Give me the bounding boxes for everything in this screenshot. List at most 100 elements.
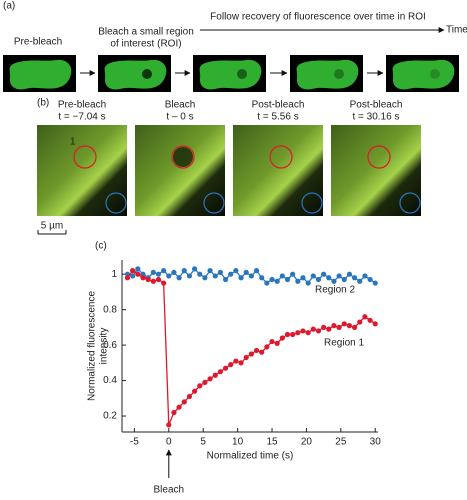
data-point (124, 275, 131, 281)
y-tick-label: 0.8 (103, 304, 117, 315)
frame-time: t – 0 s (166, 112, 193, 123)
data-point (186, 393, 193, 400)
data-point (135, 271, 141, 277)
data-point (290, 271, 296, 277)
data-point (274, 340, 280, 346)
data-point (315, 276, 322, 283)
data-point (238, 275, 244, 281)
scale-label: 5 µm (41, 221, 63, 232)
roi-2 (105, 192, 127, 214)
time-label: Time (446, 25, 467, 36)
frame-time: t = 5.56 s (257, 112, 298, 123)
roi-2 (203, 192, 225, 214)
data-point (336, 324, 342, 330)
data-point (331, 278, 337, 284)
y-tick-label: 0.6 (103, 340, 117, 351)
data-point (248, 351, 254, 357)
data-point (341, 321, 347, 327)
data-point (253, 268, 260, 274)
data-point (228, 362, 234, 368)
data-point (192, 266, 198, 272)
series-label: Region 2 (315, 285, 355, 296)
data-point (300, 328, 306, 334)
data-point (352, 324, 358, 330)
data-point (367, 317, 373, 323)
panel-label: (a) (3, 1, 15, 12)
data-point (155, 276, 162, 283)
data-point (202, 275, 208, 281)
data-point (150, 269, 156, 276)
bleach-spot (430, 69, 440, 79)
bleach-spot (334, 69, 344, 79)
cell (9, 59, 72, 90)
data-point (166, 273, 172, 279)
frame-time: t = −7.04 s (58, 112, 105, 123)
roi-label: 1 (70, 137, 76, 148)
data-point (212, 372, 218, 378)
data-point (243, 269, 249, 276)
panel-label: (b) (37, 98, 49, 109)
bleach-spot (142, 69, 152, 79)
data-point (357, 319, 363, 325)
data-point (217, 369, 224, 375)
data-point (362, 273, 368, 279)
data-point (253, 347, 260, 354)
data-point (130, 273, 136, 279)
y-axis-label: Normalized fluorescence (87, 291, 98, 401)
data-point (305, 280, 311, 286)
data-point (357, 278, 363, 284)
data-point (346, 323, 353, 329)
data-point (186, 273, 193, 279)
roi-1 (73, 145, 97, 169)
frame-title: Post-bleach (252, 100, 305, 111)
data-point (243, 354, 249, 361)
roi-1 (171, 145, 195, 169)
data-point (166, 422, 172, 428)
cell-row (3, 55, 459, 92)
y-tick-label: 0.4 (103, 375, 117, 386)
panel-a: (a) Pre-bleach Bleach a small region of … (3, 1, 467, 92)
data-point (341, 276, 347, 283)
data-point (222, 276, 229, 283)
data-point (352, 275, 358, 281)
data-point (372, 280, 378, 286)
data-point (259, 275, 265, 281)
data-point (155, 271, 162, 277)
data-point (295, 278, 301, 284)
step-label: Follow recovery of fluorescence over tim… (210, 12, 426, 23)
y-axis-label: intensity (99, 328, 110, 365)
step-label: Bleach a small region (98, 27, 194, 38)
data-point (295, 330, 301, 336)
data-point (372, 321, 378, 327)
cell (104, 59, 167, 90)
data-point (274, 278, 280, 284)
x-tick-label: 25 (335, 437, 347, 448)
data-point (197, 383, 203, 389)
data-point (326, 275, 332, 281)
data-point (326, 326, 332, 332)
data-point (135, 266, 141, 272)
roi-1 (367, 145, 391, 169)
frame-title: Post-bleach (350, 100, 403, 111)
data-point (192, 388, 198, 394)
data-point (150, 278, 156, 284)
data-point (336, 273, 342, 279)
x-tick-label: 30 (370, 437, 382, 448)
data-point (207, 268, 213, 274)
x-axis-label: Normalized time (s) (207, 451, 294, 462)
bleach-label: Bleach (154, 485, 185, 496)
data-point (222, 365, 229, 371)
data-point (176, 404, 182, 410)
micrograph (135, 125, 225, 216)
data-point (197, 271, 203, 277)
data-point (315, 328, 322, 334)
data-point (290, 331, 296, 338)
data-point (212, 273, 218, 279)
data-point (284, 276, 291, 283)
bleached-roi (173, 147, 193, 167)
data-point (310, 273, 316, 279)
data-point (140, 275, 146, 281)
series-label: Region 1 (324, 338, 364, 349)
